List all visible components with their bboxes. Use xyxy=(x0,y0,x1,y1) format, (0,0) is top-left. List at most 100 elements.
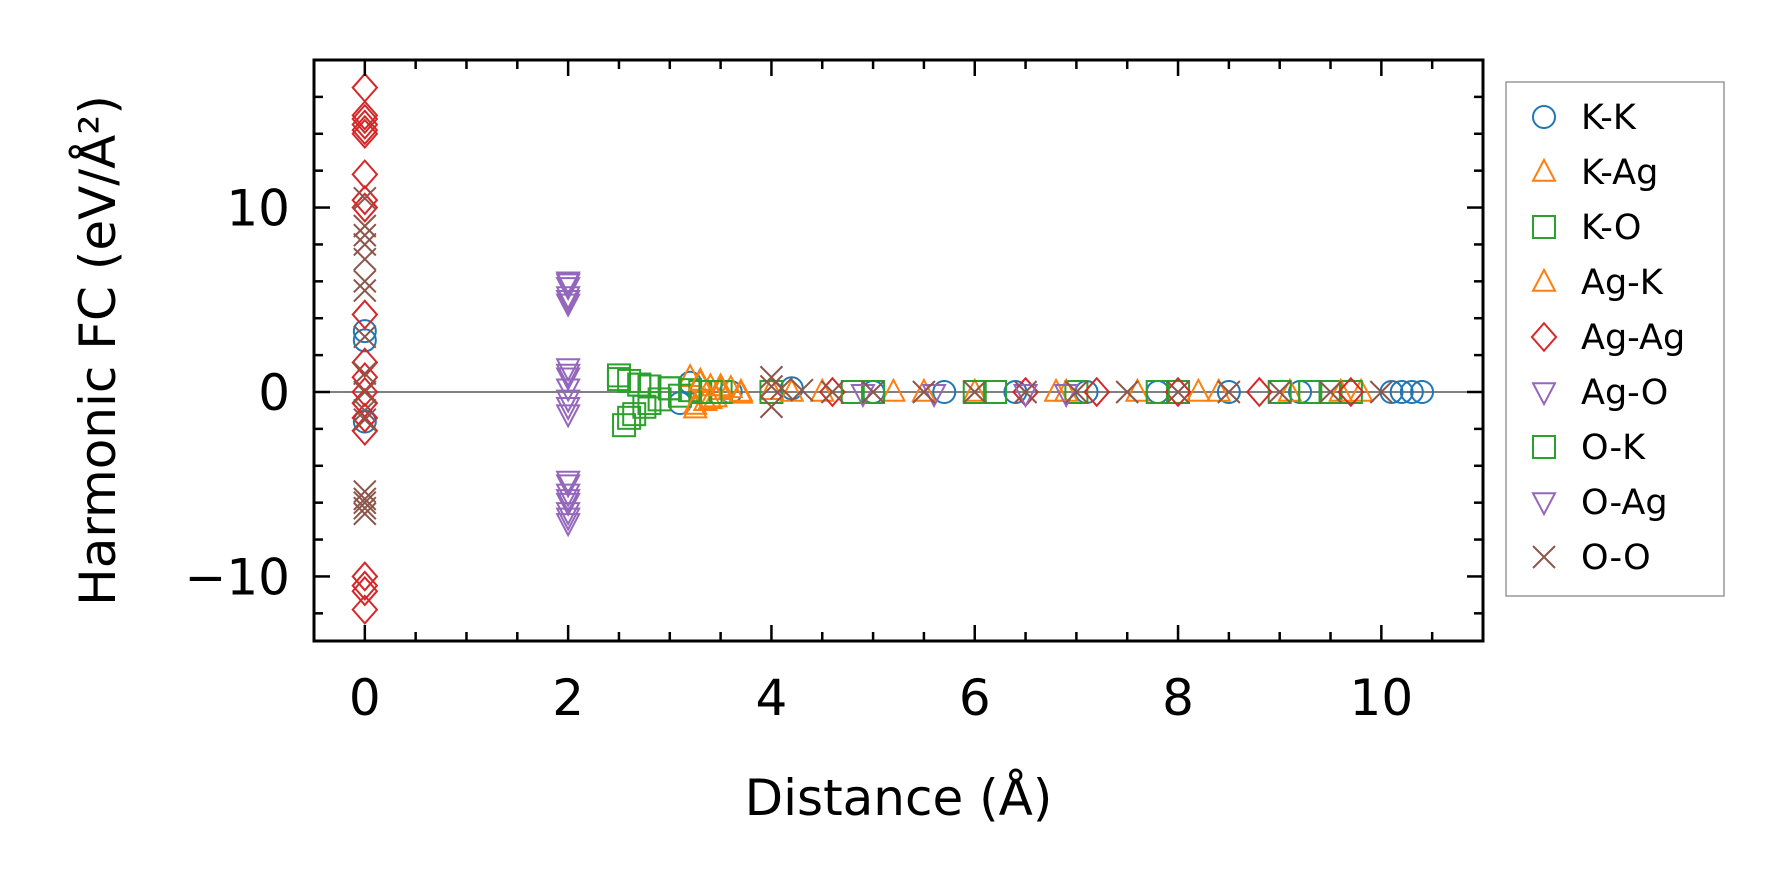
point-k-o xyxy=(1318,380,1343,404)
point-ag-ag xyxy=(351,118,379,150)
legend-label: Ag-K xyxy=(1581,263,1664,303)
point-o-o xyxy=(353,269,377,294)
legend-marker xyxy=(1532,105,1556,129)
point-o-ag xyxy=(555,507,581,532)
point-o-o xyxy=(353,398,377,423)
point-ag-ag xyxy=(351,376,379,408)
point-o-o xyxy=(1267,380,1292,404)
legend-item: Ag-K xyxy=(1531,263,1664,303)
point-ag-k xyxy=(697,385,724,410)
legend-label: K-Ag xyxy=(1581,153,1658,193)
y-tick-label: 0 xyxy=(258,364,290,422)
x-tick-label: 6 xyxy=(959,669,991,727)
point-ag-ag xyxy=(351,72,379,103)
point-ag-ag xyxy=(351,184,379,216)
point-o-o xyxy=(1166,380,1190,404)
y-tick-label: 10 xyxy=(226,180,290,238)
legend-item: Ag-O xyxy=(1531,373,1668,413)
point-k-k xyxy=(932,380,957,404)
point-ag-o xyxy=(555,492,581,517)
point-ag-o xyxy=(555,286,581,311)
point-o-o xyxy=(759,374,784,399)
x-tick-label: 0 xyxy=(349,669,381,727)
point-ag-ag xyxy=(1164,376,1192,408)
point-ag-o xyxy=(555,513,581,538)
point-o-k xyxy=(617,405,642,430)
point-o-ag xyxy=(555,289,581,315)
legend-marker xyxy=(1531,157,1557,182)
point-o-o xyxy=(353,380,377,404)
point-o-ag xyxy=(1012,384,1039,409)
point-ag-ag xyxy=(351,347,379,378)
point-o-o xyxy=(820,380,845,404)
point-ag-ag xyxy=(351,159,379,190)
legend-label: Ag-Ag xyxy=(1581,318,1685,358)
point-ag-ag xyxy=(1083,376,1111,408)
point-o-k xyxy=(1145,380,1170,404)
point-k-k xyxy=(1389,380,1414,404)
y-axis-label: Harmonic FC (eV/Å²) xyxy=(69,95,127,606)
point-ag-ag xyxy=(351,402,379,434)
legend-item: O-O xyxy=(1532,538,1651,578)
point-o-o xyxy=(353,214,377,238)
point-ag-ag xyxy=(351,575,379,607)
point-k-o xyxy=(759,380,784,404)
x-tick-label: 8 xyxy=(1162,669,1194,727)
series-o-ag xyxy=(555,273,1039,532)
point-o-o xyxy=(790,378,814,402)
point-k-k xyxy=(352,319,377,344)
point-k-o xyxy=(1267,380,1292,404)
legend-item: K-O xyxy=(1532,208,1641,248)
point-k-ag xyxy=(962,377,988,402)
legend-label: O-O xyxy=(1581,538,1651,578)
point-o-k xyxy=(606,367,631,392)
plot-frame xyxy=(312,58,1485,643)
legend-item: K-K xyxy=(1532,98,1637,138)
point-k-k xyxy=(1216,380,1241,404)
point-o-o xyxy=(353,186,377,211)
point-o-o xyxy=(353,361,377,386)
point-o-o xyxy=(353,278,377,303)
point-ag-ag xyxy=(351,192,379,223)
point-ag-k xyxy=(1185,377,1212,402)
legend-item: O-K xyxy=(1532,428,1646,468)
legend-label: K-K xyxy=(1581,98,1637,138)
point-o-k xyxy=(698,380,723,404)
point-ag-o xyxy=(555,470,581,495)
point-ag-o xyxy=(555,389,581,414)
point-o-o xyxy=(353,324,377,349)
x-tick-labels: 0 2 4 6 8 10 xyxy=(349,669,1413,727)
legend-item: O-Ag xyxy=(1531,483,1668,523)
legend-item: Ag-Ag xyxy=(1530,318,1685,358)
legend-marker xyxy=(1531,382,1557,407)
point-ag-ag xyxy=(351,415,379,446)
point-ag-o xyxy=(555,358,581,383)
x-tick-label: 2 xyxy=(552,669,584,727)
x-axis-label: Distance (Å) xyxy=(745,769,1053,827)
point-o-ag xyxy=(555,396,581,422)
series-layer xyxy=(351,72,1435,625)
point-o-k xyxy=(840,380,865,404)
plot-area xyxy=(314,72,1483,625)
legend: K-K K-Ag K-O Ag-K Ag-Ag Ag-O O-K O-Ag O-O xyxy=(1505,81,1725,597)
point-ag-ag xyxy=(1337,376,1365,408)
point-o-o xyxy=(963,380,987,404)
point-ag-ag xyxy=(1245,376,1273,408)
point-o-ag xyxy=(555,273,581,298)
point-k-ag xyxy=(880,377,907,402)
point-ag-o xyxy=(555,483,581,508)
legend-marker xyxy=(1531,492,1557,517)
y-tick-labels: −10 0 10 xyxy=(184,180,290,607)
point-o-o xyxy=(353,223,377,247)
point-ag-k xyxy=(911,377,937,402)
point-k-o xyxy=(861,380,886,404)
point-o-ag xyxy=(555,363,581,388)
point-o-o xyxy=(353,496,377,520)
point-k-o xyxy=(962,380,987,404)
legend-marker xyxy=(1532,435,1556,459)
series-k-k xyxy=(352,319,1435,434)
point-o-o xyxy=(769,376,794,401)
point-o-o xyxy=(1318,380,1343,404)
point-o-ag xyxy=(555,474,581,499)
